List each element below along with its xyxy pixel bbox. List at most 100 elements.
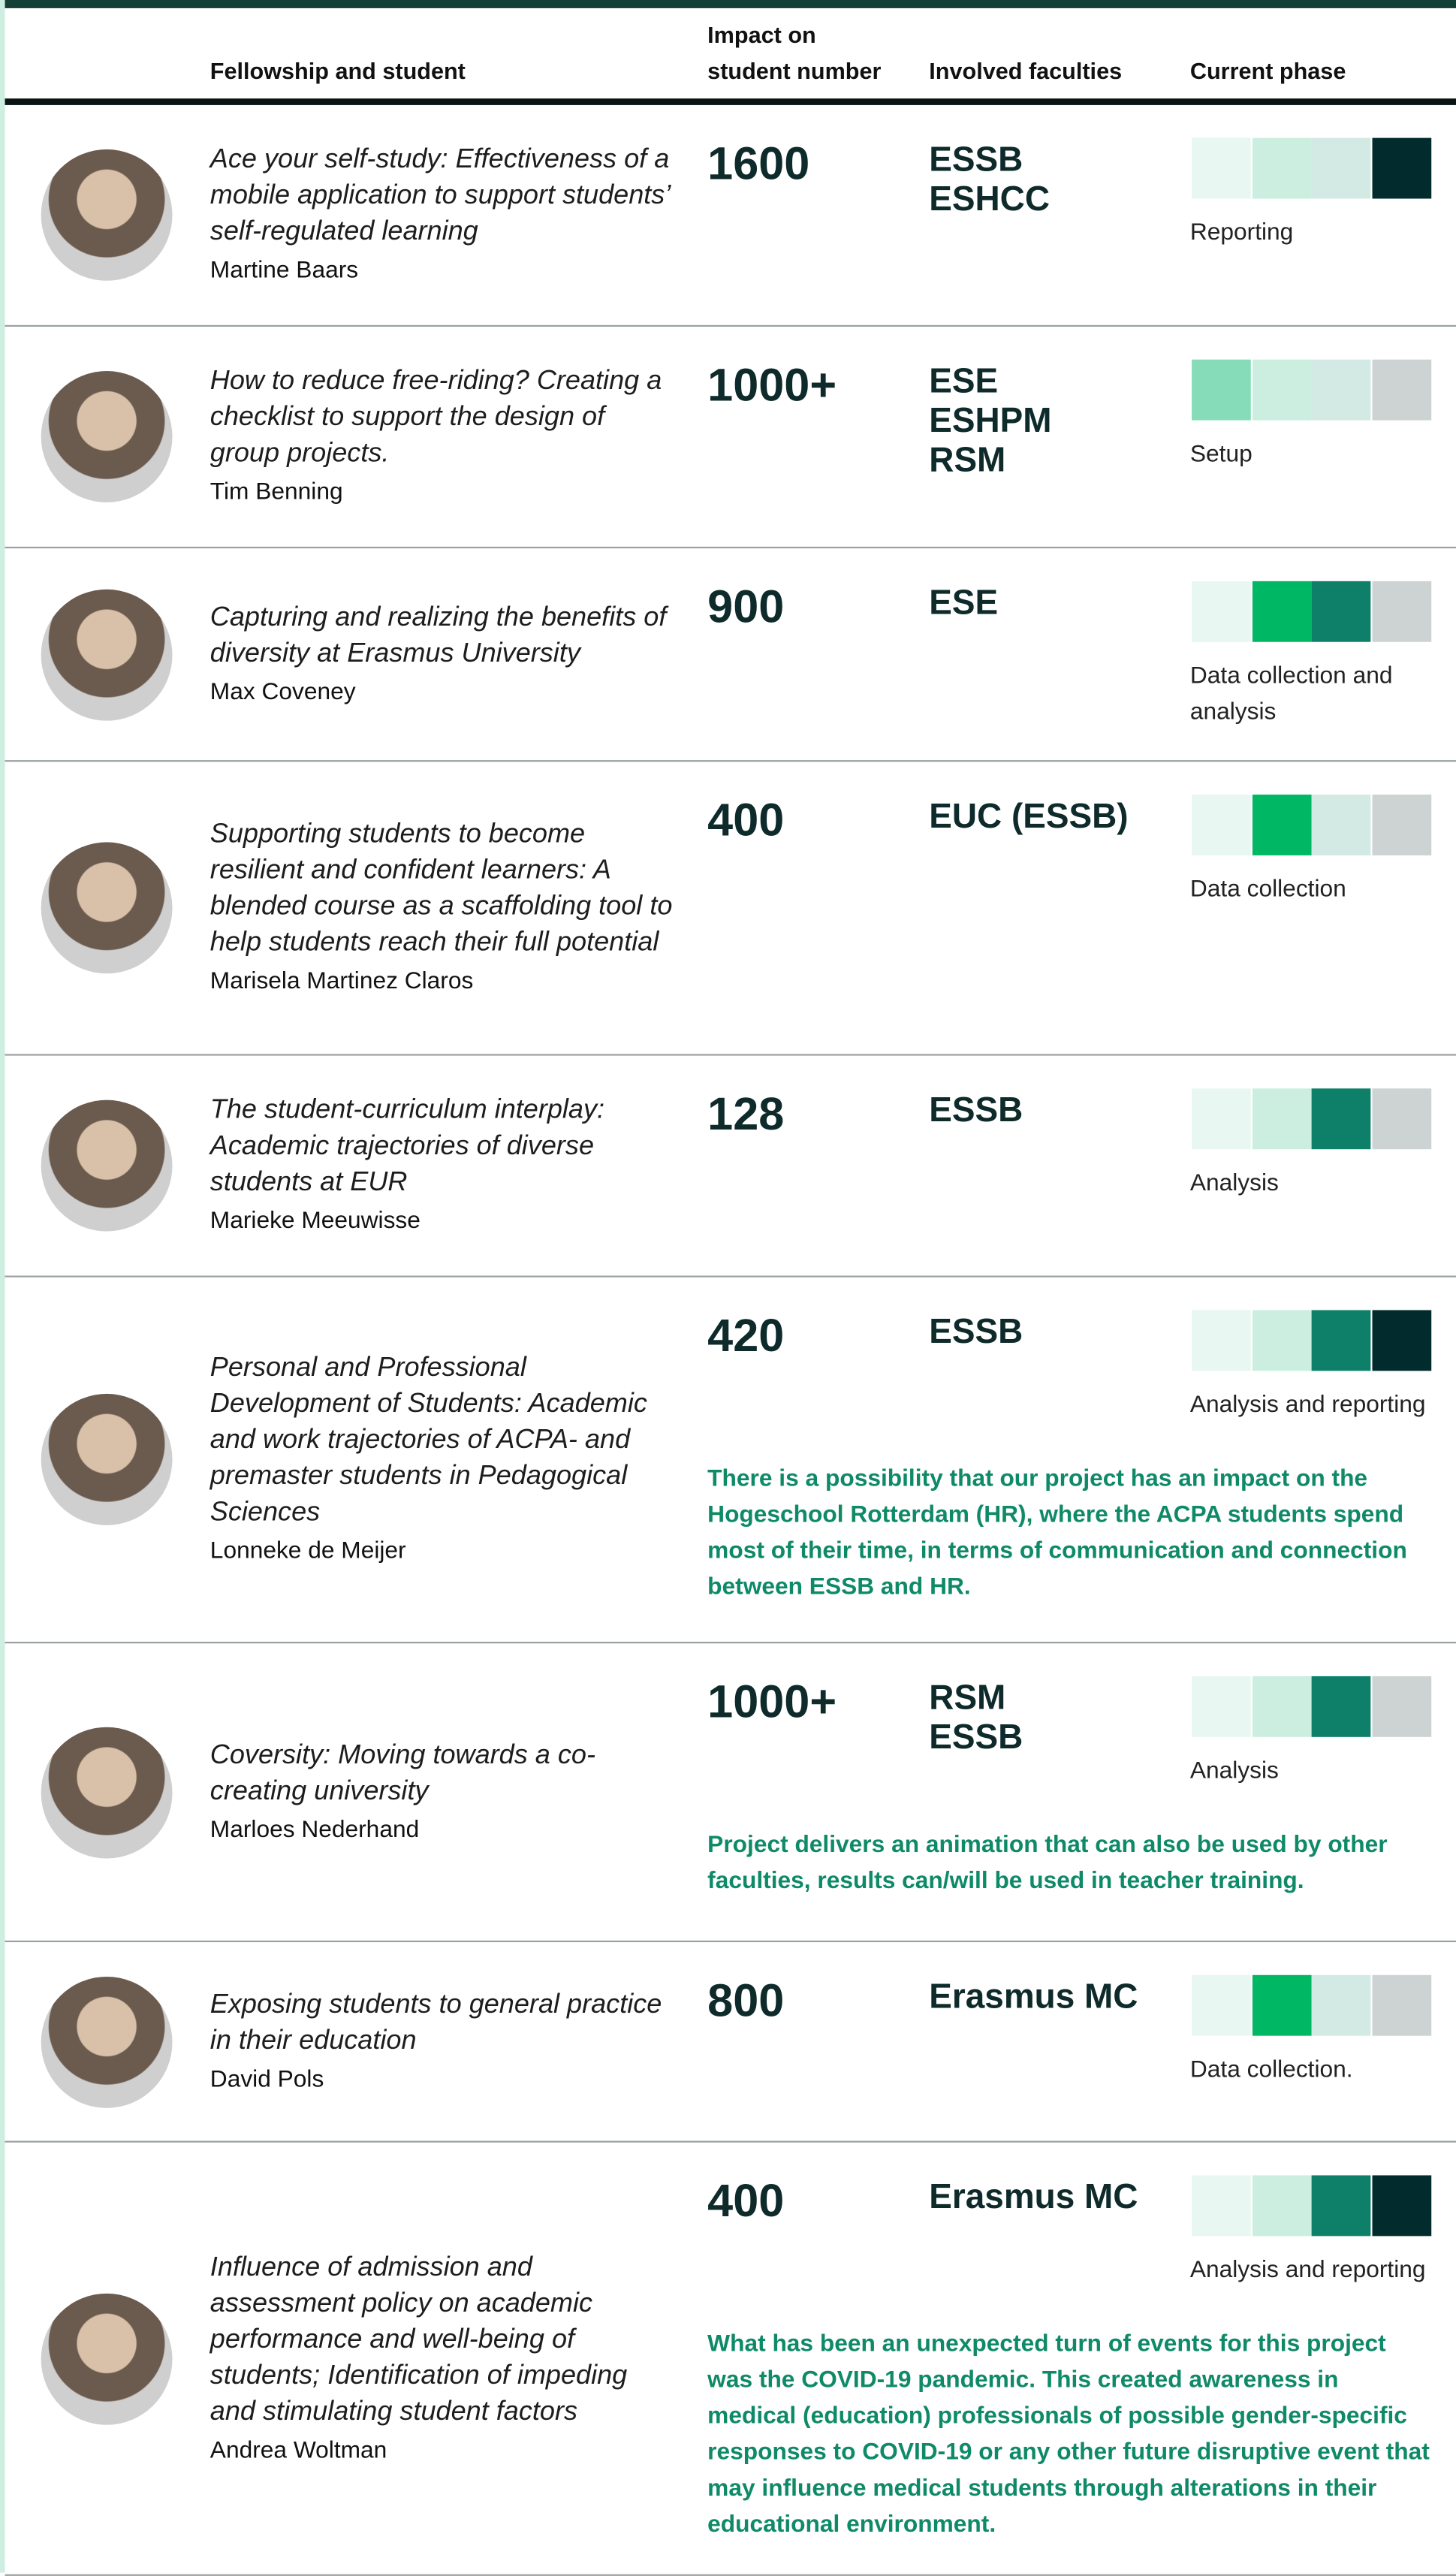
table-row: How to reduce free-riding? Creating a ch… (5, 327, 1456, 548)
top-rule (5, 0, 1456, 8)
fellowship-cell: How to reduce free-riding? Creating a ch… (5, 327, 703, 547)
faculty: ESE (929, 363, 1051, 402)
impact-number: 800 (707, 1975, 784, 2028)
table-row: The student-curriculum interplay: Academ… (5, 1056, 1456, 1277)
impact-note: Project delivers an animation that can a… (707, 1827, 1430, 1899)
fellowship-cell: Ace your self-study: Effectiveness of a … (5, 105, 703, 325)
phase-segment (1371, 581, 1430, 642)
student-name: Lonneke de Meijer (210, 1534, 678, 1570)
phase-label: Analysis and reporting (1190, 1387, 1436, 1423)
table-header: Fellowship and student Impact on student… (5, 8, 1456, 105)
faculty: ESSB (929, 141, 1050, 180)
phase-segment (1312, 1676, 1371, 1737)
student-photo (41, 1727, 173, 1858)
project-title: Influence of admission and assessment po… (210, 2249, 678, 2429)
faculties: Erasmus MC (929, 1978, 1138, 2017)
impact-number: 900 (707, 581, 784, 634)
phase-segment (1252, 2175, 1311, 2236)
phase-bar (1192, 795, 1431, 855)
phase-segment (1312, 360, 1371, 421)
faculties: EUC (ESSB) (929, 798, 1128, 837)
impact-number: 400 (707, 795, 784, 847)
phase-segment (1252, 795, 1311, 855)
fellowship-cell: Capturing and realizing the benefits of … (5, 548, 703, 760)
faculty: EUC (ESSB) (929, 798, 1128, 837)
fellowship-cell: Coversity: Moving towards a co-creating … (5, 1643, 703, 1941)
table-row: Exposing students to general practice in… (5, 1942, 1456, 2143)
phase-bar (1192, 1975, 1431, 2036)
phase-segment (1312, 1088, 1371, 1149)
student-name: Martine Baars (210, 253, 678, 289)
phase-bar (1192, 1088, 1431, 1149)
project-title: Capturing and realizing the benefits of … (210, 599, 678, 671)
phase-bar (1192, 138, 1431, 199)
project-title: Ace your self-study: Effectiveness of a … (210, 141, 678, 249)
impact-number: 1000+ (707, 360, 837, 412)
student-name: Marieke Meeuwisse (210, 1203, 678, 1239)
project-title: How to reduce free-riding? Creating a ch… (210, 363, 678, 471)
phase-bar (1192, 581, 1431, 642)
phase-segment (1192, 1310, 1251, 1371)
phase-label: Analysis (1190, 1754, 1436, 1790)
phase-segment (1371, 2175, 1430, 2236)
phase-label: Reporting (1190, 215, 1436, 251)
phase-bar (1192, 1676, 1431, 1737)
student-name: Tim Benning (210, 475, 678, 511)
student-name: Marisela Martinez Claros (210, 964, 678, 1000)
faculty: ESSB (929, 1719, 1023, 1758)
fellowship-text: Influence of admission and assessment po… (210, 2249, 678, 2469)
phase-segment (1312, 1975, 1371, 2036)
column-header: Fellowship and student (210, 53, 466, 89)
phase-segment (1192, 581, 1251, 642)
impact-number: 128 (707, 1088, 784, 1141)
faculty: ESSB (929, 1314, 1023, 1353)
fellowship-cell: Exposing students to general practice in… (5, 1942, 703, 2141)
student-photo (41, 1100, 173, 1232)
phase-segment (1192, 1975, 1251, 2036)
phase-segment (1192, 1676, 1251, 1737)
table-body: Ace your self-study: Effectiveness of a … (5, 105, 1456, 2576)
phase-segment (1371, 360, 1430, 421)
faculties: ESSB (929, 1092, 1023, 1131)
faculties: ESE (929, 584, 998, 623)
table-row: Personal and Professional Development of… (5, 1277, 1456, 1643)
fellowship-text: Supporting students to become resilient … (210, 816, 678, 1000)
phase-segment (1252, 1975, 1311, 2036)
fellowship-text: Exposing students to general practice in… (210, 1986, 678, 2098)
student-photo (41, 2293, 173, 2424)
table-row: Ace your self-study: Effectiveness of a … (5, 105, 1456, 327)
impact-number: 1000+ (707, 1676, 837, 1729)
phase-segment (1312, 581, 1371, 642)
student-name: Max Coveney (210, 674, 678, 710)
phase-segment (1252, 1088, 1311, 1149)
faculty: ESHPM (929, 403, 1051, 442)
page: Fellowship and student Impact on student… (0, 0, 1456, 2573)
phase-segment (1312, 795, 1371, 855)
student-photo (41, 371, 173, 502)
fellowship-cell: Personal and Professional Development of… (5, 1277, 703, 1642)
column-header: Involved faculties (929, 53, 1122, 89)
student-name: Marloes Nederhand (210, 1811, 678, 1848)
faculties: ESSB (929, 1314, 1023, 1353)
phase-segment (1192, 2175, 1251, 2236)
fellowship-cell: Influence of admission and assessment po… (5, 2143, 703, 2574)
phase-segment (1192, 795, 1251, 855)
project-title: Exposing students to general practice in… (210, 1986, 678, 2058)
phase-segment (1252, 360, 1311, 421)
phase-label: Analysis (1190, 1166, 1436, 1202)
project-title: The student-curriculum interplay: Academ… (210, 1092, 678, 1200)
phase-segment (1371, 1310, 1430, 1371)
project-title: Coversity: Moving towards a co-creating … (210, 1736, 678, 1808)
faculty: RSM (929, 442, 1051, 481)
phase-label: Analysis and reporting (1190, 2252, 1436, 2288)
phase-segment (1312, 2175, 1371, 2236)
fellowship-cell: Supporting students to become resilient … (5, 762, 703, 1054)
table-row: Coversity: Moving towards a co-creating … (5, 1643, 1456, 1942)
phase-label: Data collection (1190, 872, 1436, 908)
phase-segment (1252, 1310, 1311, 1371)
fellowship-text: Coversity: Moving towards a co-creating … (210, 1736, 678, 1848)
column-header: Impact on student number (707, 17, 904, 89)
